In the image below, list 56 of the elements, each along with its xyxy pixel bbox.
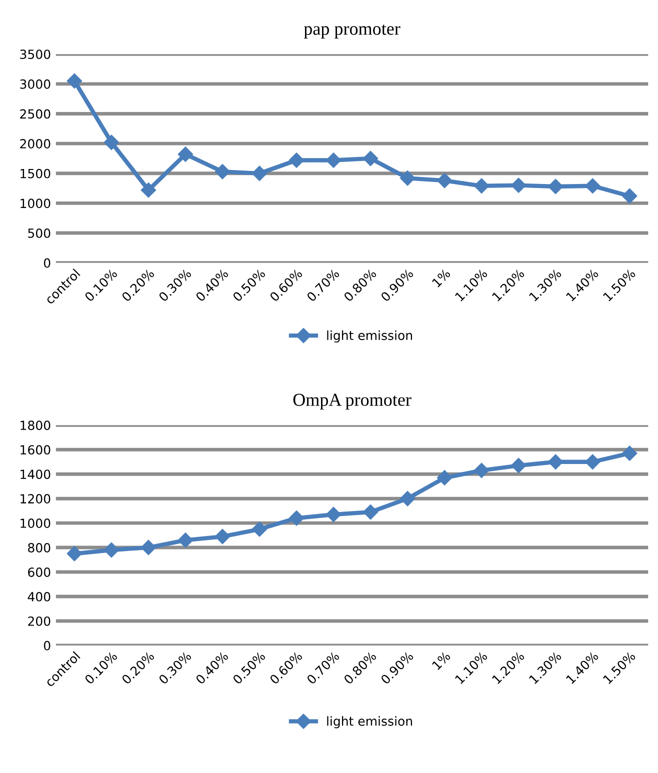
y-tick-label: 1000 bbox=[20, 518, 50, 528]
point bbox=[326, 506, 342, 522]
point bbox=[178, 146, 194, 162]
point bbox=[66, 73, 82, 89]
point bbox=[362, 150, 378, 166]
point bbox=[400, 491, 416, 506]
point bbox=[436, 470, 452, 486]
point bbox=[66, 546, 82, 562]
y-tick-label: 200 bbox=[28, 616, 50, 626]
y-tick-label: 1800 bbox=[20, 420, 50, 430]
point bbox=[548, 454, 564, 470]
point bbox=[140, 182, 156, 198]
point bbox=[288, 152, 304, 168]
point bbox=[288, 510, 304, 526]
chart-title: OmpA promoter bbox=[293, 394, 412, 410]
y-tick-label: 1200 bbox=[20, 494, 50, 504]
point bbox=[252, 166, 268, 181]
point bbox=[548, 178, 564, 194]
point bbox=[252, 522, 268, 537]
point bbox=[511, 178, 526, 193]
chart-title: pap promoter bbox=[304, 24, 400, 39]
y-tick-label: 2500 bbox=[20, 109, 50, 119]
point bbox=[214, 164, 230, 180]
y-tick-label: 1600 bbox=[20, 445, 50, 455]
point bbox=[400, 170, 416, 186]
y-tick-label: 600 bbox=[28, 567, 50, 577]
point bbox=[104, 134, 120, 150]
y-tick-label: 2000 bbox=[20, 139, 50, 148]
y-tick-label: 400 bbox=[28, 592, 50, 602]
point bbox=[326, 152, 342, 168]
y-tick-label: 3500 bbox=[20, 50, 50, 60]
point bbox=[436, 172, 452, 188]
point bbox=[585, 454, 600, 470]
y-tick-label: 1400 bbox=[20, 470, 50, 480]
y-tick-label: 0 bbox=[44, 258, 50, 268]
point bbox=[511, 458, 526, 474]
point bbox=[622, 446, 638, 461]
point bbox=[622, 188, 638, 204]
x-tick-label: 1% bbox=[432, 268, 451, 288]
point bbox=[362, 504, 378, 520]
point bbox=[104, 542, 120, 558]
y-tick-label: 800 bbox=[28, 543, 50, 552]
point bbox=[474, 462, 490, 478]
x-tick-label: 1% bbox=[432, 650, 451, 670]
point bbox=[214, 528, 230, 544]
point bbox=[178, 532, 194, 548]
legend-label: light emission bbox=[327, 716, 412, 728]
point bbox=[140, 540, 156, 556]
y-tick-label: 1500 bbox=[20, 168, 50, 178]
point bbox=[585, 178, 600, 194]
point bbox=[474, 178, 490, 194]
y-tick-label: 0 bbox=[44, 640, 50, 650]
y-tick-label: 500 bbox=[28, 228, 50, 238]
y-tick-label: 3000 bbox=[20, 79, 50, 89]
y-tick-label: 1000 bbox=[20, 198, 50, 208]
legend-label: light emission bbox=[327, 330, 412, 343]
